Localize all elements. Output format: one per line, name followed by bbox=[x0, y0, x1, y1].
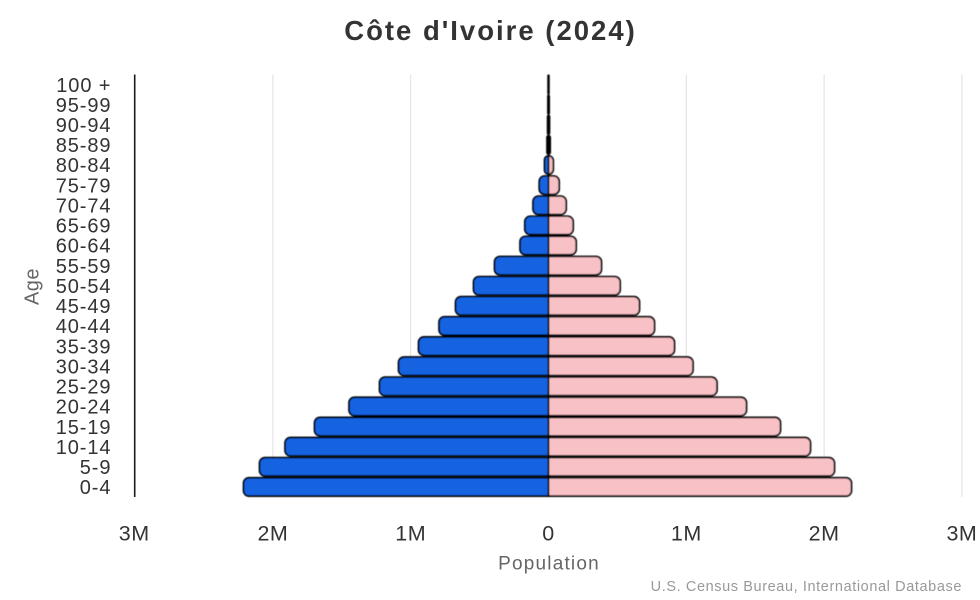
svg-text:40-44: 40-44 bbox=[56, 316, 112, 338]
svg-text:50-54: 50-54 bbox=[56, 276, 112, 298]
svg-text:80-84: 80-84 bbox=[56, 155, 112, 177]
svg-text:90-94: 90-94 bbox=[56, 115, 112, 137]
svg-text:35-39: 35-39 bbox=[56, 336, 112, 358]
svg-text:55-59: 55-59 bbox=[56, 256, 112, 278]
svg-text:2M: 2M bbox=[809, 522, 840, 546]
svg-text:65-69: 65-69 bbox=[56, 216, 112, 238]
svg-text:0-4: 0-4 bbox=[80, 477, 112, 499]
svg-text:Age: Age bbox=[22, 268, 44, 305]
svg-text:0: 0 bbox=[542, 522, 554, 546]
svg-text:1M: 1M bbox=[395, 522, 426, 546]
svg-text:20-24: 20-24 bbox=[56, 397, 112, 419]
svg-text:70-74: 70-74 bbox=[56, 196, 112, 218]
svg-text:Population: Population bbox=[498, 554, 600, 575]
svg-text:60-64: 60-64 bbox=[56, 236, 112, 258]
svg-text:95-99: 95-99 bbox=[56, 95, 112, 117]
svg-text:U.S. Census Bureau, Internatio: U.S. Census Bureau, International Databa… bbox=[651, 579, 962, 595]
svg-text:3M: 3M bbox=[946, 522, 977, 546]
svg-text:15-19: 15-19 bbox=[56, 417, 112, 439]
svg-text:5-9: 5-9 bbox=[80, 457, 112, 479]
svg-text:Côte d'Ivoire (2024): Côte d'Ivoire (2024) bbox=[344, 15, 637, 46]
svg-text:45-49: 45-49 bbox=[56, 296, 112, 318]
svg-text:10-14: 10-14 bbox=[56, 437, 112, 459]
svg-text:75-79: 75-79 bbox=[56, 175, 112, 197]
svg-text:1M: 1M bbox=[671, 522, 702, 546]
svg-text:30-34: 30-34 bbox=[56, 356, 112, 378]
svg-text:2M: 2M bbox=[257, 522, 288, 546]
svg-text:100 +: 100 + bbox=[56, 75, 111, 97]
svg-text:85-89: 85-89 bbox=[56, 135, 112, 157]
svg-text:3M: 3M bbox=[119, 522, 150, 546]
svg-text:25-29: 25-29 bbox=[56, 377, 112, 399]
